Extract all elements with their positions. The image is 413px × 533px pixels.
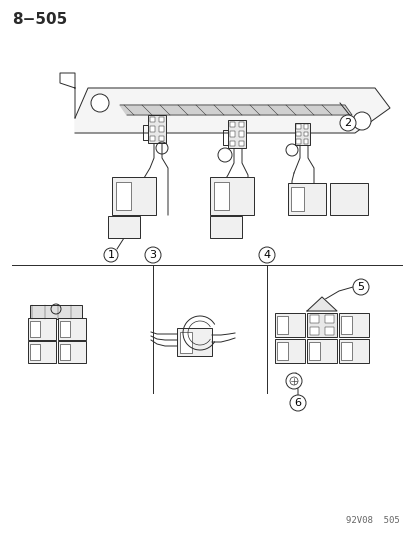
Bar	[209, 216, 242, 238]
Circle shape	[285, 373, 301, 389]
Text: 8−505: 8−505	[12, 12, 67, 27]
Bar	[238, 122, 244, 127]
Bar	[179, 332, 192, 353]
Bar	[303, 132, 308, 136]
Bar	[229, 122, 235, 127]
Text: 92V08  505: 92V08 505	[345, 516, 399, 525]
Bar	[306, 313, 336, 337]
Bar	[341, 316, 351, 334]
Bar	[115, 182, 131, 211]
Circle shape	[104, 248, 118, 262]
Bar	[341, 342, 351, 360]
Bar	[277, 342, 287, 360]
Circle shape	[339, 115, 355, 131]
Bar	[306, 339, 336, 363]
Bar	[309, 327, 318, 335]
Bar	[303, 139, 308, 143]
Bar	[277, 316, 287, 334]
Bar	[147, 115, 166, 143]
Polygon shape	[306, 297, 336, 311]
Polygon shape	[120, 105, 351, 115]
Text: 5: 5	[357, 282, 363, 292]
Bar	[309, 342, 319, 360]
Bar	[290, 187, 304, 211]
Text: 2: 2	[344, 118, 351, 128]
Bar	[324, 316, 333, 322]
Bar	[60, 344, 70, 360]
Circle shape	[352, 279, 368, 295]
Bar	[329, 183, 367, 215]
Bar	[228, 120, 245, 148]
Bar	[108, 216, 140, 238]
Polygon shape	[75, 88, 389, 133]
Bar	[60, 321, 70, 337]
Bar	[303, 125, 308, 129]
Bar	[28, 318, 56, 340]
Bar	[159, 126, 164, 132]
Bar	[30, 305, 82, 319]
Bar	[150, 117, 155, 123]
Bar	[287, 183, 325, 215]
Bar	[28, 341, 56, 363]
Bar	[213, 182, 228, 211]
Bar	[30, 344, 40, 360]
Bar	[229, 131, 235, 137]
Text: 1: 1	[107, 250, 114, 260]
Bar	[112, 177, 156, 215]
Circle shape	[352, 112, 370, 130]
Text: 6: 6	[294, 398, 301, 408]
Bar	[238, 141, 244, 146]
Bar	[296, 132, 300, 136]
Bar	[338, 313, 368, 337]
Circle shape	[289, 395, 305, 411]
Text: 4: 4	[263, 250, 270, 260]
Bar	[30, 321, 40, 337]
Bar	[58, 318, 86, 340]
Bar	[238, 131, 244, 137]
Bar	[209, 177, 254, 215]
Text: 3: 3	[149, 250, 156, 260]
Bar	[294, 123, 309, 145]
Bar	[324, 327, 333, 335]
Bar	[296, 139, 300, 143]
Circle shape	[259, 247, 274, 263]
Bar	[150, 135, 155, 141]
Bar	[296, 125, 300, 129]
Circle shape	[145, 247, 161, 263]
Bar	[159, 117, 164, 123]
Bar	[274, 339, 304, 363]
Bar	[58, 341, 86, 363]
Bar	[309, 316, 318, 322]
Bar	[159, 135, 164, 141]
Bar	[177, 328, 211, 356]
Bar	[274, 313, 304, 337]
Circle shape	[91, 94, 109, 112]
Bar	[338, 339, 368, 363]
Bar	[150, 126, 155, 132]
Bar	[229, 141, 235, 146]
